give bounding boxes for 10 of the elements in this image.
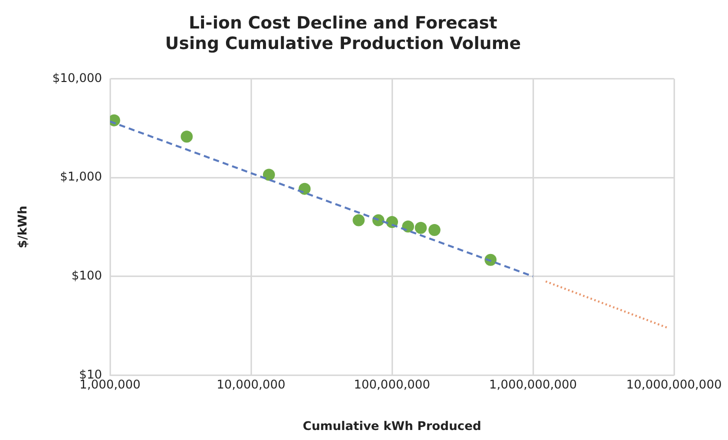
x-tick-label: 100,000,000 bbox=[354, 378, 430, 392]
y-axis-title: $/kWh bbox=[15, 206, 30, 248]
x-tick-label: 1,000,000,000 bbox=[489, 378, 577, 392]
x-axis-title: Cumulative kWh Produced bbox=[302, 418, 482, 433]
chart-title: Li-ion Cost Decline and Forecast Using Cumulative Production Volume bbox=[165, 14, 521, 54]
y-tick-label: $100 bbox=[71, 268, 102, 283]
y-tick-label: $10,000 bbox=[52, 70, 102, 85]
y-tick-label: $1,000 bbox=[60, 170, 102, 184]
x-tick-label: 10,000,000,000 bbox=[626, 378, 722, 392]
x-tick-label: 10,000,000 bbox=[216, 378, 286, 392]
